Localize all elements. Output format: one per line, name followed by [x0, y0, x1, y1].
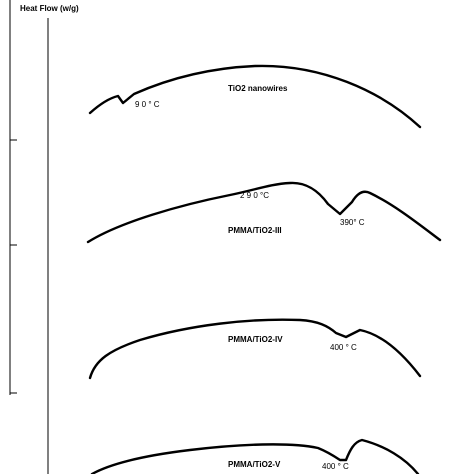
annotation: 390° C [340, 218, 365, 227]
curve [88, 318, 422, 380]
curve [86, 181, 442, 244]
annotation: 2 9 0 °C [240, 191, 269, 200]
curve-label: PMMA/TiO2-III [228, 226, 282, 235]
curve [90, 438, 420, 474]
curve-label: TiO2 nanowires [228, 84, 288, 93]
annotation: 400 ° C [322, 462, 349, 471]
axis-label: Heat Flow (w/g) [20, 4, 79, 13]
curve-label: PMMA/TiO2-IV [228, 335, 283, 344]
annotation: 400 ° C [330, 343, 357, 352]
curve [88, 64, 422, 129]
annotation: 9 0 ° C [135, 100, 160, 109]
curve-label: PMMA/TiO2-V [228, 460, 281, 469]
